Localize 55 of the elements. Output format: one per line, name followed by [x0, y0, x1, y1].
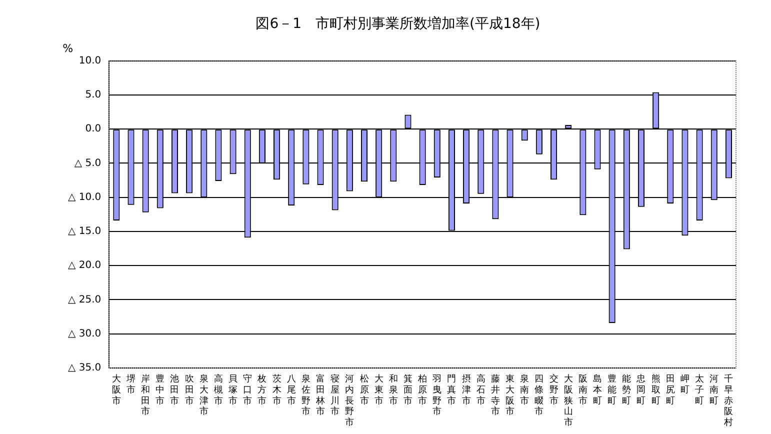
x-tick-label: 太子町	[695, 374, 704, 406]
y-tick-label: △ 35.0	[68, 362, 102, 374]
x-tick-label: 泉大津市	[199, 374, 208, 418]
x-tick-label: 富田林市	[315, 374, 326, 418]
x-tick-label: 大阪市	[112, 374, 121, 406]
y-axis-title: %	[62, 42, 74, 56]
x-tick-label: 池田市	[170, 374, 180, 406]
x-tick-label: 阪南市	[578, 374, 588, 406]
x-tick-label: 熊取町	[651, 374, 660, 406]
x-tick-label: 吹田市	[184, 374, 194, 406]
x-tick-label: 東大阪市	[506, 374, 515, 418]
x-tick-label: 守口市	[243, 374, 252, 406]
y-tick-label: 0.0	[85, 124, 102, 135]
x-tick-label: 八尾市	[286, 374, 296, 406]
y-tick-label: 10.0	[78, 55, 102, 66]
x-tick-label: 河南町	[710, 374, 719, 406]
x-tick-label: 堺市	[126, 374, 136, 396]
x-tick-label: 岸和田市	[141, 374, 150, 418]
y-tick-label: △ 20.0	[68, 260, 102, 272]
x-tick-label: 千早赤阪村	[723, 374, 734, 428]
x-tick-label: 田尻町	[666, 374, 675, 406]
x-tick-label: 貝塚市	[228, 374, 238, 406]
x-tick-label: 羽曳野市	[432, 374, 442, 418]
x-tick-label: 箕面市	[403, 374, 412, 406]
x-tick-label: 能勢町	[622, 374, 632, 406]
y-tick-label: △ 10.0	[68, 192, 102, 203]
x-tick-label: 大阪狭山市	[564, 374, 573, 428]
y-tick-label: △ 15.0	[68, 226, 102, 238]
x-tick-label: 大東市	[374, 374, 384, 406]
x-tick-label: 摂津市	[462, 374, 471, 406]
x-tick-label: 門真市	[447, 374, 456, 406]
y-tick-label: △ 5.0	[74, 158, 102, 169]
x-tick-label: 和泉市	[388, 374, 398, 406]
y-tick-label: △ 30.0	[68, 328, 102, 340]
x-tick-label: 枚方市	[256, 374, 267, 406]
x-tick-label: 豊中市	[156, 374, 165, 406]
x-tick-label: 茨木市	[272, 374, 282, 406]
x-tick-label: 藤井寺市	[490, 374, 500, 418]
x-tick-label: 泉佐野市	[301, 374, 310, 418]
chart-title: 図6－1 市町村別事業所数増加率(平成18年)	[256, 15, 540, 32]
x-tick-label: 交野市	[549, 374, 558, 406]
x-tick-label: 高槻市	[214, 374, 223, 406]
x-tick-label: 泉南市	[520, 374, 530, 406]
x-tick-label: 高石市	[476, 374, 486, 406]
x-tick-label: 豊能町	[608, 374, 617, 406]
y-tick-label: △ 25.0	[68, 294, 102, 306]
x-tick-label: 岬町	[680, 374, 690, 396]
x-tick-label: 柏原市	[417, 374, 428, 406]
x-tick-label: 四條畷市	[534, 374, 544, 418]
x-tick-label: 松原市	[360, 374, 369, 406]
y-tick-label: 5.0	[85, 90, 102, 101]
x-tick-label: 忠岡町	[636, 374, 646, 406]
x-tick-label: 河内長野市	[345, 374, 354, 428]
x-tick-label: 島本町	[593, 374, 602, 406]
x-tick-label: 寝屋川市	[330, 374, 340, 418]
